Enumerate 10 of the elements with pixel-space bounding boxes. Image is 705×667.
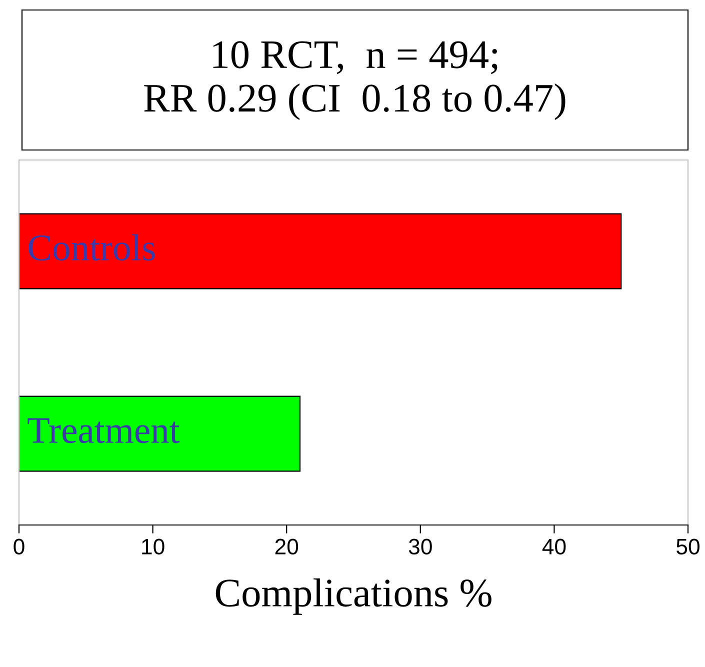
y-tick-label: Treatment xyxy=(28,418,180,444)
x-tick-label: 0 xyxy=(14,538,24,555)
x-tick-label: 50 xyxy=(676,538,700,555)
x-tick-label: 10 xyxy=(142,538,164,555)
x-axis-title: Complications % xyxy=(216,578,492,615)
chart-title: 10 RCT, n = 494; RR 0.29 (CI 0.18 to 0.47) xyxy=(144,41,566,120)
x-tick-label: 20 xyxy=(275,538,298,555)
x-tick-label: 30 xyxy=(408,538,432,555)
x-tick-label: 40 xyxy=(542,538,566,555)
y-tick-label: Controls xyxy=(28,234,155,261)
